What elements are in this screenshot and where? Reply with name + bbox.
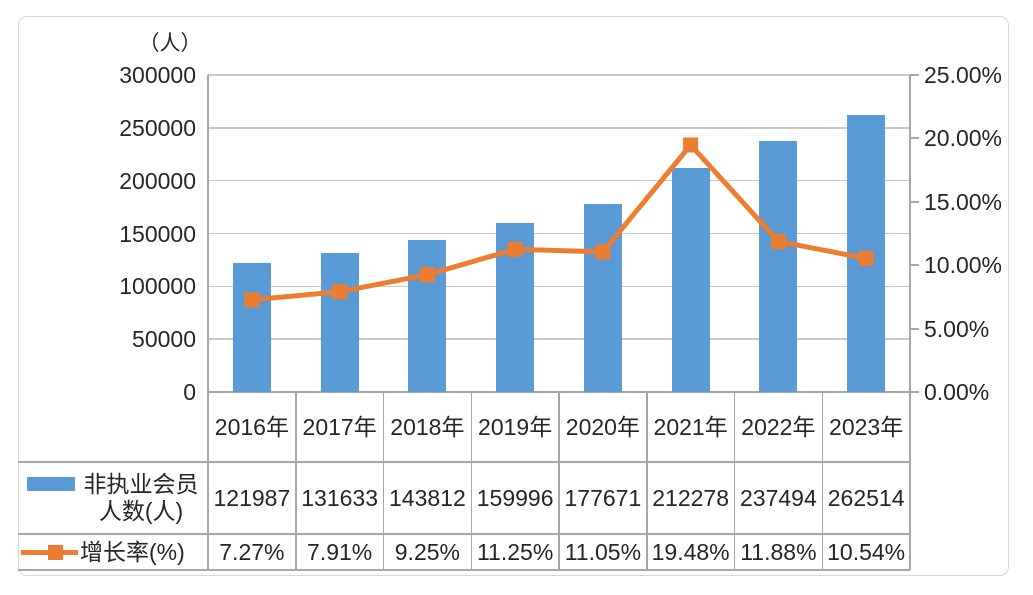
left-axis-tick-label: 100000 [119,273,196,300]
left-axis-tick-label: 150000 [119,220,196,247]
grid-line [208,338,910,340]
grid-line [208,285,910,288]
table-cell-year-2020年: 2020年 [565,413,640,440]
plot-left-spine [207,75,209,570]
plot-right-spine [909,75,911,570]
table-cell-year-2017年: 2017年 [302,413,377,440]
legend-label-members-line1: 非执业会员 [83,471,199,497]
grid-line [208,232,910,235]
table-cell-rate-2019年: 11.25% [476,538,554,565]
table-row-line [18,461,910,463]
line-marker-2022年 [770,233,786,249]
left-axis-tick-label: 300000 [119,62,196,88]
table-cell-year-2022年: 2022年 [741,413,816,440]
legend-square-marker-icon [48,545,63,560]
table-row-line [18,533,910,535]
table-cell-year-2016年: 2016年 [214,413,289,440]
bar-2021年 [671,167,710,392]
table-column-line [733,392,736,570]
table-cell-year-2018年: 2018年 [390,413,465,440]
line-marker-2021年 [683,137,699,153]
right-axis-tick [910,391,919,393]
line-marker-2016年 [244,292,260,308]
right-axis-tick-label: 10.00% [924,252,1003,279]
bar-2017年 [320,252,359,392]
table-cell-count-2018年: 143812 [389,484,466,511]
left-axis-tick-label: 250000 [119,114,196,141]
right-axis-tick-label: 15.00% [924,188,1003,215]
table-cell-rate-2022年: 11.88% [740,538,817,565]
right-axis-tick-label: 20.00% [924,125,1003,152]
table-cell-rate-2018年: 9.25% [394,538,460,565]
table-column-line [558,392,560,570]
table-cell-rate-2023年: 10.54% [827,538,906,565]
table-column-line [382,392,385,570]
table-column-line [295,392,297,570]
table-cell-count-2023年: 262514 [827,484,905,511]
table-cell-rate-2021年: 19.48% [651,538,730,565]
right-axis-tick-label: 5.00% [924,315,990,342]
table-cell-rate-2017年: 7.91% [307,538,373,565]
legend-label-members: 非执业会员 人数(人) [76,471,206,525]
grid-line [208,127,910,129]
table-column-line [470,392,472,570]
growth-rate-line-series [244,137,874,308]
bar-2018年 [408,240,447,392]
table-cell-count-2019年: 159996 [476,484,554,511]
growth-rate-polyline [251,142,867,303]
right-axis-tick [910,137,919,140]
table-cell-count-2020年: 177671 [564,484,642,511]
legend-label-members-line2: 人数(人) [98,498,184,524]
line-marker-2019年 [507,241,523,257]
left-axis-tick-label: 50000 [132,326,196,353]
table-cell-count-2021年: 212278 [652,484,729,511]
right-axis-tick [910,264,919,267]
left-axis-title: （人） [138,32,202,55]
table-cell-rate-2020年: 11.05% [564,538,642,565]
right-axis-tick [910,74,919,76]
right-axis-tick-label: 0.00% [924,379,990,405]
line-marker-2017年 [332,284,348,300]
bar-2022年 [759,141,798,392]
table-cell-rate-2016年: 7.27% [219,538,285,565]
bar-2016年 [232,263,271,392]
line-marker-2023年 [858,250,874,266]
table-cell-count-2017年: 131633 [301,484,378,511]
right-axis-tick-label: 25.00% [924,62,1003,88]
table-cell-year-2021年: 2021年 [653,413,728,440]
table-column-line [821,392,823,570]
legend-bar-swatch [27,477,75,491]
table-cell-year-2023年: 2023年 [829,413,904,440]
table-cell-count-2016年: 121987 [213,484,291,511]
right-axis-tick [910,200,919,203]
line-marker-2020年 [595,244,611,260]
left-axis-tick-label: 0 [183,379,196,405]
legend-label-growth: 增长率(%) [80,539,185,565]
figure-border [18,16,1009,576]
left-axis-tick-label: 200000 [119,167,196,194]
line-marker-2018年 [419,267,435,283]
table-column-line [646,392,648,570]
right-axis-tick [910,327,919,330]
table-cell-count-2022年: 237494 [740,484,817,511]
table-cell-year-2019年: 2019年 [478,413,553,440]
table-row-line [18,569,910,571]
grid-line [208,179,910,182]
grid-line [208,74,910,76]
